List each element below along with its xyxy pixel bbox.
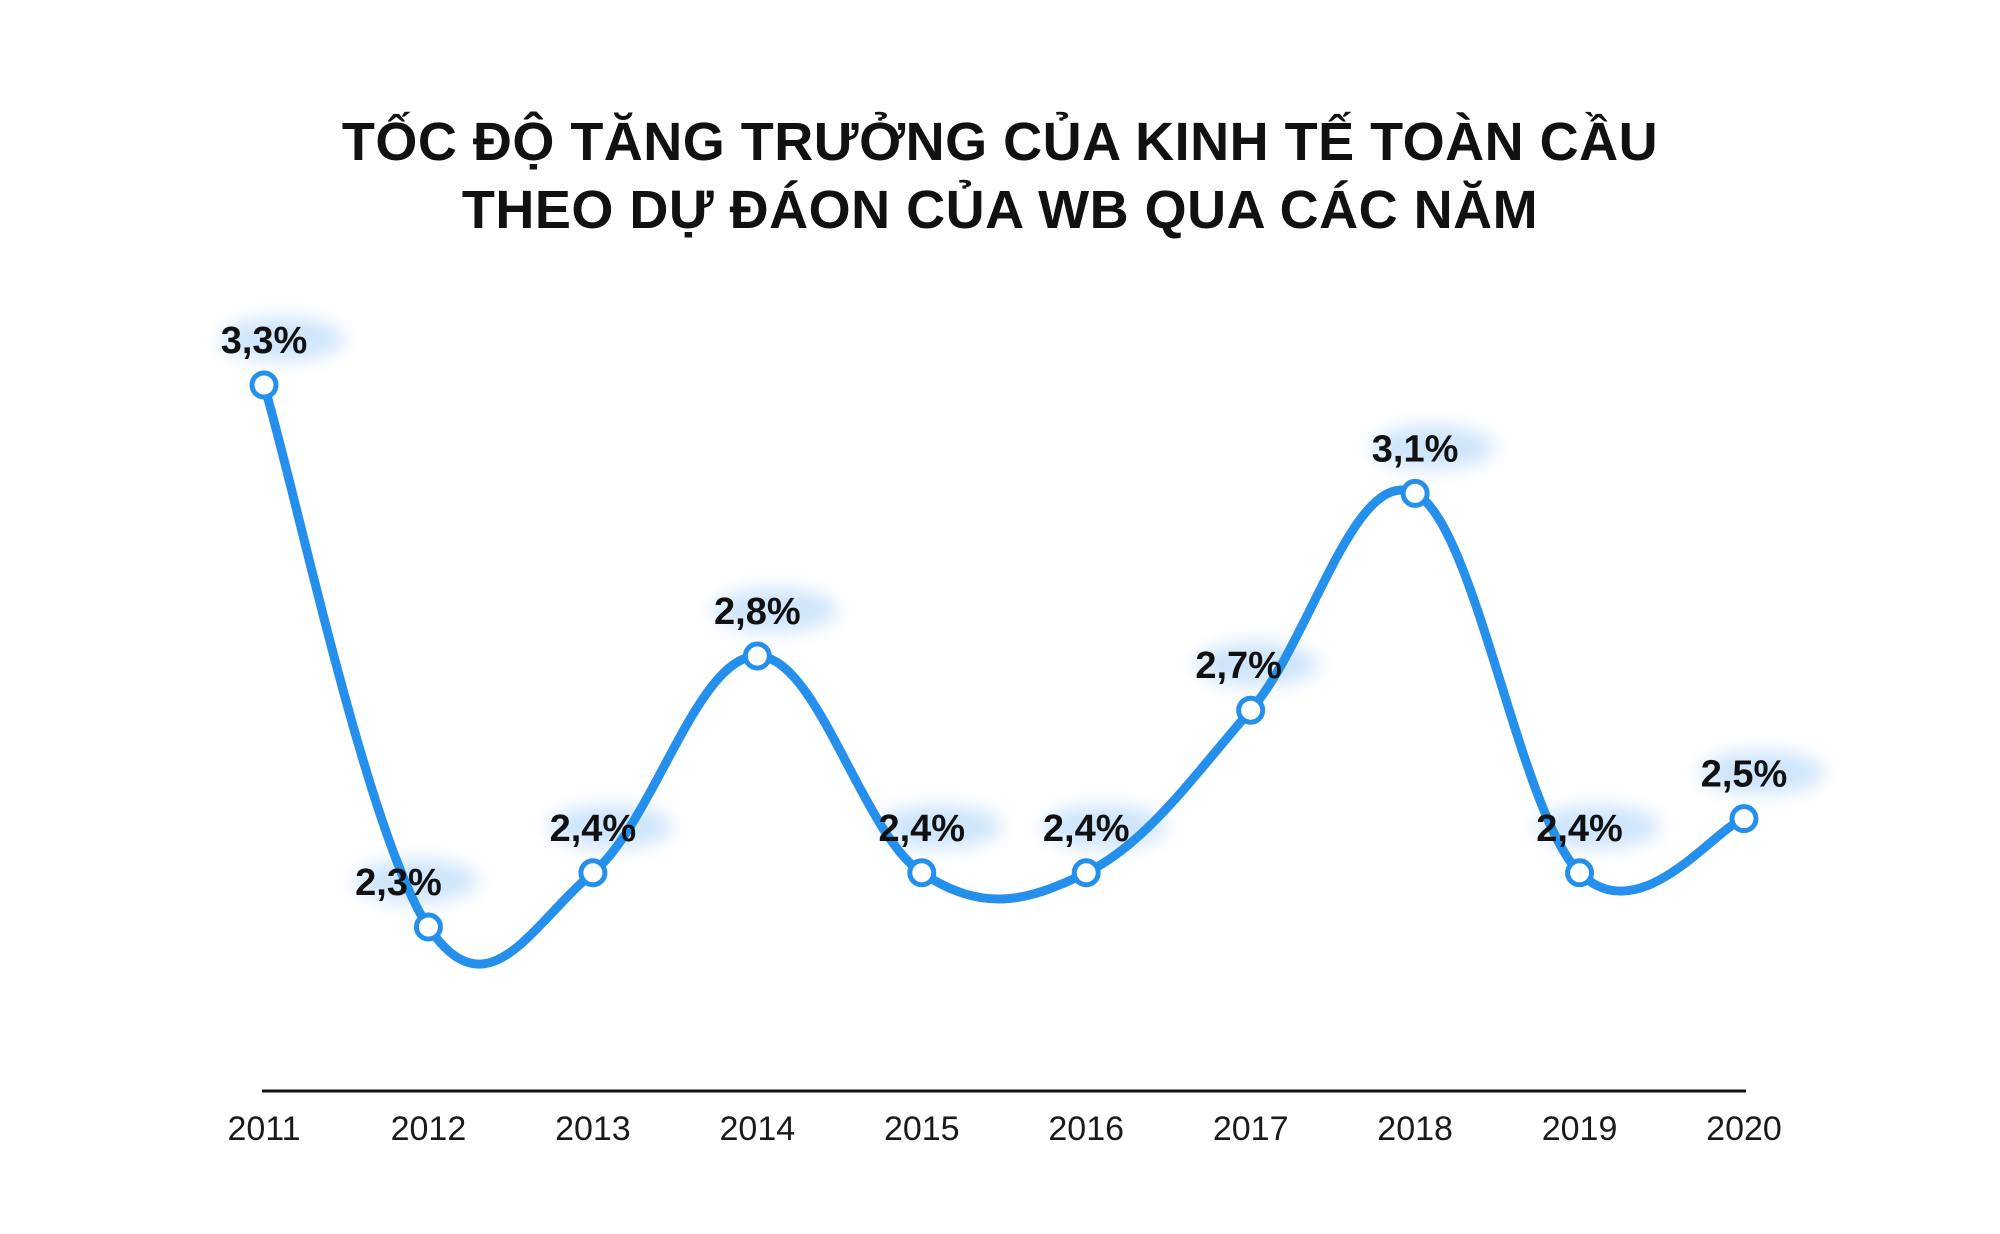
x-tick-label-2013: 2013 [555,1110,631,1148]
data-point-2012 [413,912,443,942]
data-point-2016 [1071,858,1101,888]
data-label-2014: 2,8% [714,591,801,633]
data-point-2013 [578,858,608,888]
data-label-glow [354,859,479,903]
data-point-2014 [742,641,772,671]
chart-title-line-1: TỐC ĐỘ TĂNG TRƯỞNG CỦA KINH TẾ TOÀN CẦU [341,112,1659,172]
data-label-glow [1371,425,1496,470]
chart-title-line-2: THEO DỰ ĐÁON CỦA WB QUA CÁC NĂM [461,180,1539,240]
data-point-2015 [907,858,937,888]
x-tick-label-2018: 2018 [1377,1110,1453,1148]
x-tick-label-2019: 2019 [1542,1110,1618,1148]
data-point-2011 [249,370,279,400]
data-label-2012: 2,3% [355,862,442,904]
data-label-2020: 2,5% [1701,754,1788,796]
data-point-2019 [1565,858,1595,888]
x-tick-label-2012: 2012 [391,1110,467,1148]
series-line [259,380,1749,969]
data-label-glow [877,804,1002,849]
data-points [249,370,1759,942]
data-label-2011: 3,3% [221,320,308,362]
data-labels: 3,3% 2,3% 2,4% 2,8% 2,4% 2,4% 2,7% 3,1% 2,4% 2,5% [221,320,1788,904]
data-label-2016: 2,4% [1043,808,1130,850]
data-label-glow [220,317,344,361]
data-point-2018 [1400,478,1430,508]
data-label-2017: 2,7% [1195,645,1282,687]
x-tick-label-2020: 2020 [1706,1110,1782,1148]
data-point-2020 [1729,804,1759,834]
data-label-2018: 3,1% [1372,428,1459,470]
data-label-2015: 2,4% [878,808,965,850]
x-tick-label-2011: 2011 [227,1110,300,1148]
x-tick-label-2015: 2015 [884,1110,960,1148]
data-label-glow [1700,750,1824,795]
data-label-glow [713,588,838,632]
x-tick-label-2016: 2016 [1048,1110,1124,1148]
x-tick-labels: 2011 2012 2013 2014 2015 2016 2017 2018 2019 2020 [227,1110,1781,1148]
x-tick-label-2014: 2014 [720,1110,796,1148]
chart-title: TỐC ĐỘ TĂNG TRƯỞNG CỦA KINH TẾ TOÀN CẦU … [0,108,2000,244]
x-tick-label-2017: 2017 [1213,1110,1289,1148]
data-label-2013: 2,4% [550,808,637,850]
data-label-2019: 2,4% [1536,808,1623,850]
data-label-glow [1535,804,1660,849]
data-point-2017 [1236,695,1266,725]
